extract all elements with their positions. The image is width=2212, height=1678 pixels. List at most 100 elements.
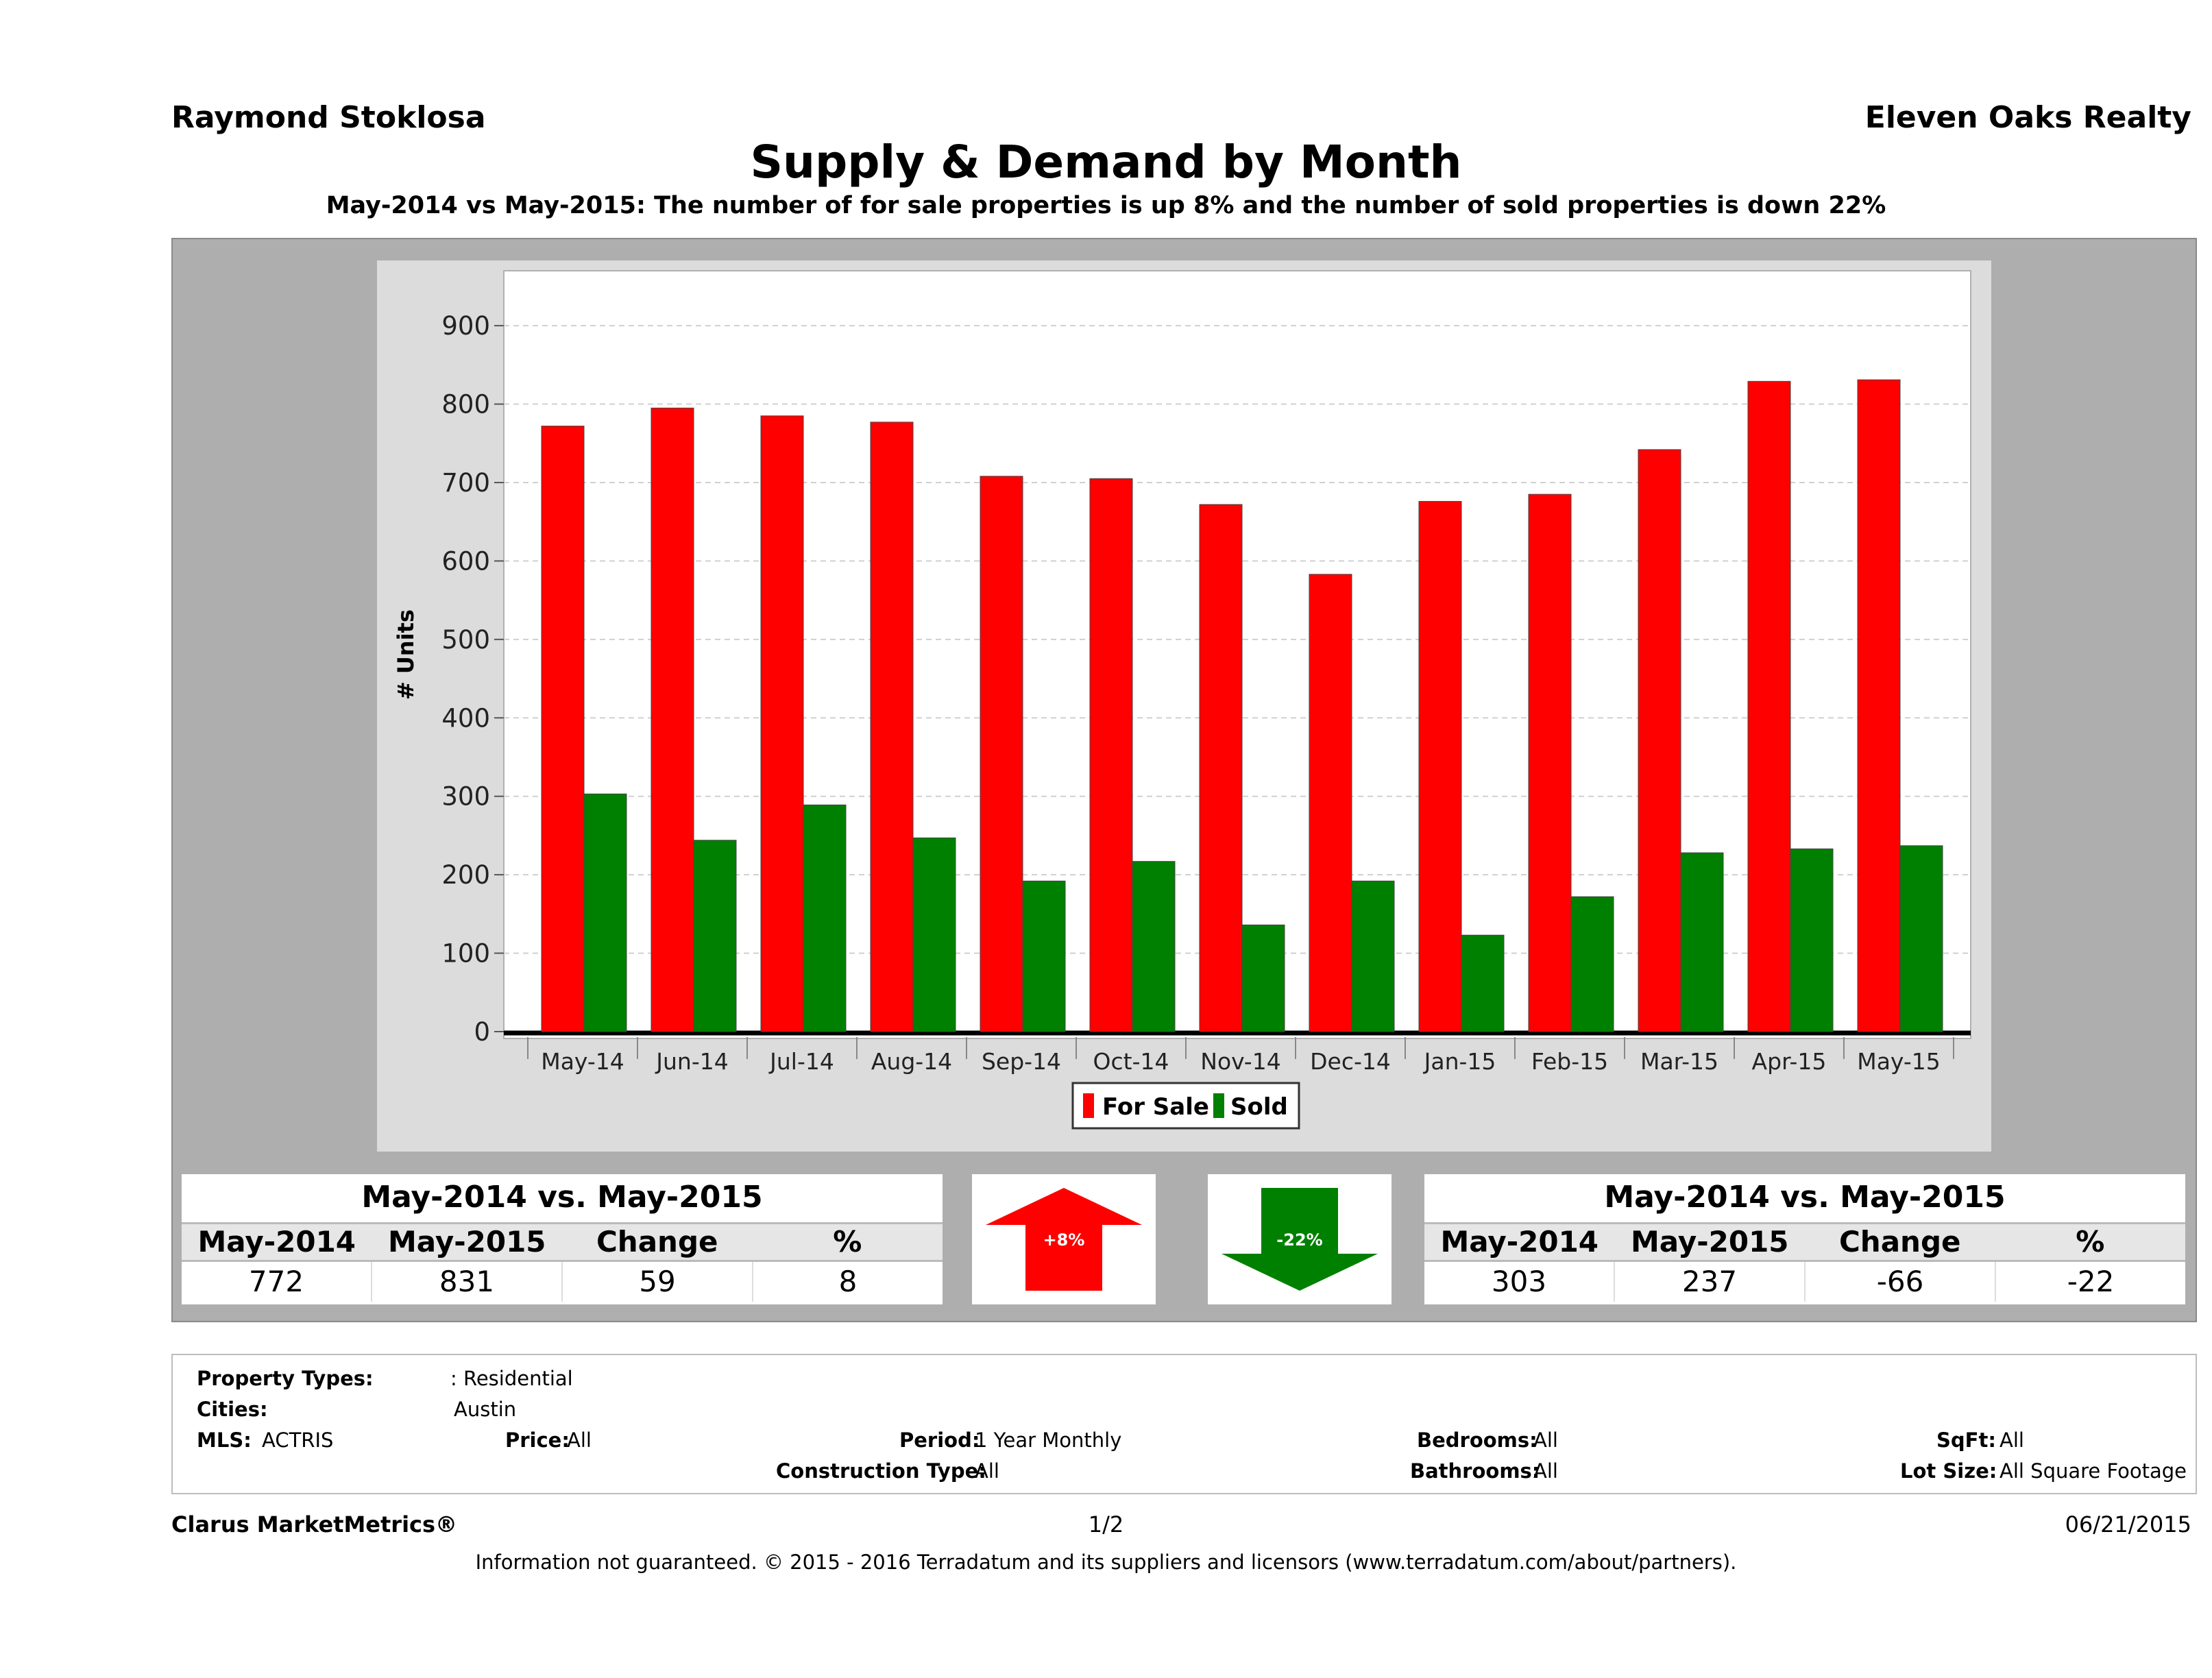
y-tick-label: 900 (441, 311, 490, 341)
bar-for-sale-dec-14 (1309, 574, 1352, 1032)
x-tick-label: Aug-14 (871, 1048, 952, 1075)
supply-demand-chart: 0 100 200 300 400 500 600 700 800 900 May-14 Jun-1… (393, 270, 1971, 1130)
value-may-2015: 237 (1614, 1262, 1804, 1302)
bar-for-sale-jul-14 (760, 415, 804, 1032)
bedrooms-value: All (1533, 1428, 1558, 1452)
value-may-2014: 772 (248, 1265, 304, 1298)
property-types-value: : Residential (450, 1367, 573, 1390)
footer-disclaimer: Information not guaranteed. © 2015 - 201… (475, 1551, 1737, 1574)
for-sale-summary-title: May-2014 vs. May-2015 (361, 1180, 763, 1215)
sold-summary-headers: May-2014 May-2015 Change % (1424, 1222, 2185, 1262)
legend-box (1071, 1082, 1300, 1130)
bar-for-sale-sep-14 (980, 476, 1023, 1032)
value-change: -66 (1804, 1262, 1995, 1302)
for-sale-change-label: +8% (1043, 1230, 1085, 1250)
header-may-2014: May-2014 (1440, 1225, 1599, 1258)
x-tick-label: Sep-14 (982, 1048, 1061, 1075)
period-value: 1 Year Monthly (975, 1428, 1122, 1452)
x-tick-label: Jun-14 (655, 1048, 728, 1075)
header-may-2015: May-2015 (1630, 1225, 1789, 1258)
bar-for-sale-jun-14 (651, 407, 694, 1032)
sold-summary: May-2014 vs. May-2015 May-2014 May-2015 … (1424, 1174, 2185, 1304)
bathrooms-value: All (1533, 1459, 1558, 1483)
bar-for-sale-apr-15 (1747, 380, 1791, 1032)
value-may-2014: 303 (1491, 1265, 1547, 1298)
sqft-label: SqFt: (1936, 1428, 1996, 1452)
mls-label: MLS: (197, 1428, 252, 1452)
x-tick-label: May-15 (1857, 1048, 1941, 1075)
bathrooms-label: Bathrooms: (1410, 1459, 1540, 1483)
bar-sold-oct-14 (1132, 861, 1176, 1032)
x-tick-label: Feb-15 (1531, 1048, 1608, 1075)
bar-sold-jan-15 (1461, 934, 1505, 1032)
brokerage-name: Eleven Oaks Realty (1864, 100, 2191, 135)
header-percent: % (833, 1225, 862, 1258)
bar-for-sale-jan-15 (1418, 500, 1462, 1032)
bar-sold-nov-14 (1241, 924, 1285, 1032)
bar-sold-jun-14 (693, 840, 737, 1032)
x-axis-ticks: May-14 Jun-14 Jul-14 Aug-14 Sep-14 Oct-14 Nov-… (527, 1037, 1954, 1075)
bar-sold-sep-14 (1022, 880, 1066, 1032)
legend-label-for-sale: For Sale (1102, 1093, 1209, 1121)
bar-for-sale-may-14 (541, 426, 585, 1032)
period-label: Period: (899, 1428, 980, 1452)
bar-for-sale-feb-15 (1528, 494, 1572, 1032)
mls-value: ACTRIS (262, 1428, 334, 1452)
construction-type-label: Construction Type: (776, 1459, 986, 1483)
value-percent: -22 (1995, 1262, 2185, 1302)
bar-sold-aug-14 (912, 837, 956, 1032)
y-tick-label: 400 (441, 703, 490, 733)
footer-date: 06/21/2015 (2065, 1511, 2191, 1537)
sold-change-indicator: -22% (1208, 1174, 1391, 1304)
for-sale-summary: May-2014 vs. May-2015 May-2014 May-2015 … (182, 1174, 943, 1304)
legend-swatch-for-sale (1083, 1093, 1094, 1118)
header-change: Change (1838, 1225, 1961, 1258)
sold-change-label: -22% (1276, 1230, 1322, 1250)
y-tick-label: 0 (474, 1017, 490, 1047)
x-tick-label: Jul-14 (768, 1048, 834, 1075)
bar-sold-may-15 (1899, 845, 1943, 1032)
chart-subtitle: May-2014 vs May-2015: The number of for … (326, 192, 1886, 219)
bar-for-sale-nov-14 (1199, 504, 1243, 1032)
legend-swatch-sold (1213, 1093, 1224, 1118)
value-may-2015: 831 (371, 1262, 561, 1302)
value-percent: 8 (752, 1262, 943, 1302)
cities-value: Austin (454, 1398, 517, 1421)
x-tick-label: Nov-14 (1200, 1048, 1280, 1075)
y-tick-label: 500 (441, 625, 490, 655)
footer-page-number: 1/2 (1088, 1511, 1124, 1537)
y-tick-label: 600 (441, 546, 490, 576)
sqft-value: All (2000, 1428, 2024, 1452)
sold-summary-values: 303 237 -66 -22 (1424, 1262, 2185, 1302)
bar-sold-jul-14 (803, 804, 847, 1032)
y-tick-label: 100 (441, 939, 490, 969)
x-tick-label: May-14 (541, 1048, 624, 1075)
footer-brand: Clarus MarketMetrics® (171, 1511, 458, 1537)
for-sale-change-indicator: +8% (972, 1174, 1156, 1304)
x-tick-label: Jan-15 (1423, 1048, 1496, 1075)
x-tick-label: Mar-15 (1640, 1048, 1718, 1075)
up-arrow-icon (986, 1188, 1142, 1291)
construction-type-value: All (975, 1459, 999, 1483)
for-sale-summary-values: 772 831 59 8 (182, 1262, 943, 1302)
header-may-2015: May-2015 (387, 1225, 546, 1258)
value-change: 59 (561, 1262, 752, 1302)
y-tick-label: 800 (441, 390, 490, 420)
header-may-2014: May-2014 (197, 1225, 356, 1258)
bar-sold-feb-15 (1570, 896, 1614, 1032)
bar-for-sale-oct-14 (1089, 478, 1133, 1032)
price-value: All (567, 1428, 592, 1452)
y-tick-label: 200 (441, 860, 490, 890)
price-label: Price: (505, 1428, 570, 1452)
for-sale-summary-headers: May-2014 May-2015 Change % (182, 1222, 943, 1262)
y-axis-ticks: 0 100 200 300 400 500 600 700 800 900 (441, 311, 504, 1047)
sold-summary-title: May-2014 vs. May-2015 (1604, 1180, 2006, 1215)
header-percent: % (2076, 1225, 2105, 1258)
bar-sold-apr-15 (1790, 848, 1834, 1032)
y-axis-label: # Units (393, 609, 419, 700)
cities-label: Cities: (197, 1398, 268, 1421)
down-arrow-icon (1222, 1188, 1378, 1291)
bars (504, 379, 1971, 1036)
bar-for-sale-aug-14 (870, 422, 914, 1032)
agent-name: Raymond Stoklosa (171, 100, 486, 135)
